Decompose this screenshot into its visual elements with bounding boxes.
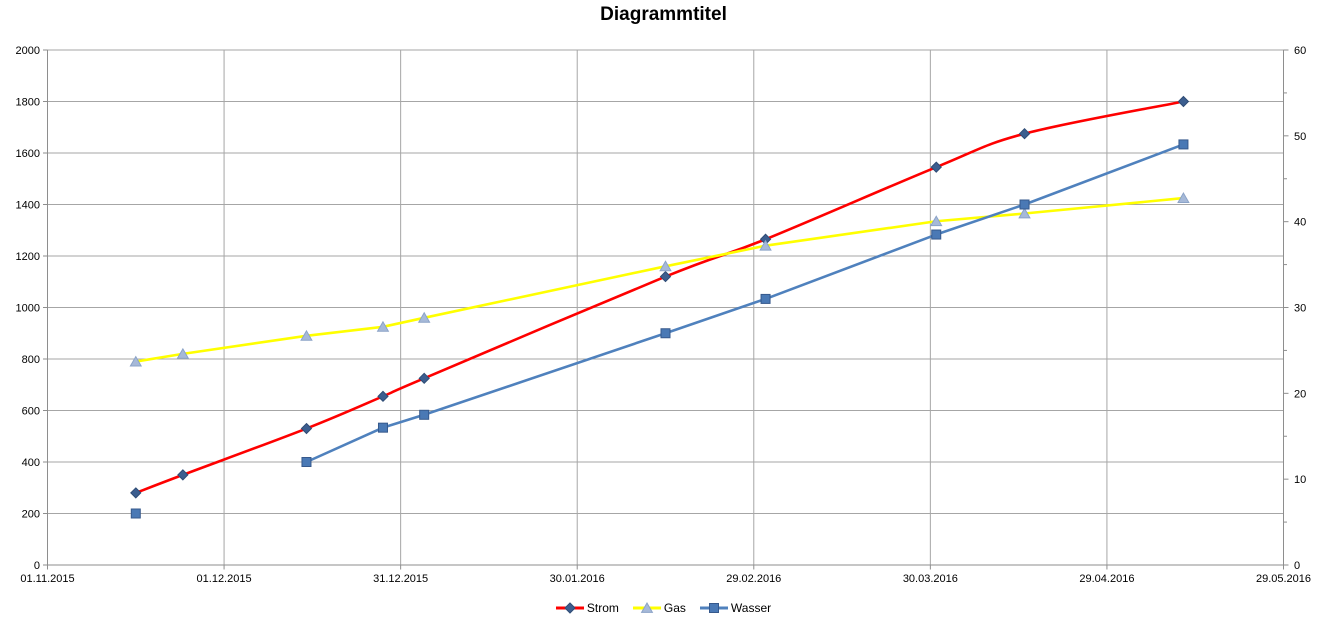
legend-item-gas[interactable]: Gas: [632, 601, 686, 615]
data-point-marker: [564, 602, 576, 614]
legend-item-strom[interactable]: Strom: [555, 601, 619, 615]
data-point-marker: [929, 215, 943, 227]
strom-line-diamond-icon: [555, 602, 584, 614]
right-axis-tick-label: 20: [1294, 388, 1306, 400]
axes: 0 200 400 600 800 1000 1200 1400 1600 1800 2000 0 10…: [16, 45, 1312, 585]
left-axis-tick-label: 600: [22, 406, 40, 418]
right-axis-tick-label: 60: [1294, 45, 1306, 57]
data-point-marker: [376, 320, 390, 332]
left-axis-tick-label: 1400: [16, 200, 40, 212]
x-axis-tick-label: 30.01.2016: [550, 573, 605, 585]
legend-label: Wasser: [730, 601, 772, 615]
data-point-marker: [759, 239, 772, 251]
data-point-marker: [660, 328, 671, 339]
data-point-marker: [760, 293, 771, 304]
data-point-marker: [708, 603, 719, 613]
gas-line-triangle-icon: [632, 602, 661, 613]
data-point-marker: [640, 602, 654, 613]
series-strom: [130, 95, 1190, 499]
data-point-marker: [659, 270, 672, 283]
legend: Strom Gas Wasser: [0, 601, 1327, 615]
data-point-marker: [1018, 207, 1031, 219]
data-point-marker: [301, 457, 312, 467]
left-axis-tick-label: 2000: [16, 45, 40, 57]
data-point-marker: [377, 422, 388, 433]
x-axis-tick-label: 29.04.2016: [1079, 573, 1134, 585]
wasser-line-square-icon: [699, 603, 728, 613]
data-point-marker: [1018, 127, 1031, 140]
series-line: [305, 143, 1185, 464]
left-axis-tick-label: 200: [22, 509, 40, 521]
data-point-marker: [130, 508, 141, 519]
right-axis-tick-label: 0: [1294, 560, 1300, 572]
left-axis-tick-label: 0: [34, 560, 40, 572]
right-axis-tick-label: 30: [1294, 303, 1306, 315]
series-wasser: [130, 139, 1189, 519]
data-point-marker: [1177, 95, 1190, 108]
data-point-marker: [417, 311, 431, 323]
x-axis-tick-label: 29.05.2016: [1256, 573, 1311, 585]
x-axis-tick-label: 01.11.2015: [20, 573, 74, 585]
data-point-marker: [300, 329, 313, 341]
right-axis-tick-label: 50: [1294, 131, 1306, 143]
data-point-marker: [1019, 199, 1030, 210]
x-axis-tick-label: 29.02.2016: [726, 573, 781, 585]
left-axis-tick-label: 400: [22, 457, 40, 469]
data-point-marker: [300, 422, 313, 435]
legend-item-wasser[interactable]: Wasser: [699, 601, 772, 615]
data-point-marker: [176, 347, 190, 359]
legend-label: Strom: [586, 601, 619, 615]
legend-label: Gas: [663, 601, 686, 615]
data-point-marker: [177, 469, 189, 481]
data-point-marker: [1178, 139, 1189, 150]
data-point-marker: [1177, 192, 1190, 203]
left-axis-tick-label: 1800: [16, 97, 40, 109]
left-axis-tick-label: 1200: [16, 251, 40, 263]
left-axis-tick-label: 1000: [16, 303, 40, 315]
series-line: [134, 100, 1185, 495]
left-axis-tick-label: 1600: [16, 148, 40, 160]
x-axis-tick-label: 01.12.2015: [197, 573, 252, 585]
left-axis-tick-label: 800: [22, 354, 40, 366]
series-line: [134, 196, 1185, 363]
x-axis-tick-label: 31.12.2015: [373, 573, 428, 585]
data-point-marker: [931, 229, 942, 240]
data-point-marker: [418, 372, 430, 385]
right-axis-tick-label: 10: [1294, 474, 1306, 486]
gridlines: [47, 49, 1284, 566]
data-point-marker: [377, 390, 389, 403]
right-axis-tick-label: 40: [1294, 217, 1306, 229]
data-point-marker: [419, 409, 430, 420]
data-point-marker: [659, 260, 672, 272]
series-gas: [129, 192, 1190, 367]
chart-title: Diagrammtitel: [600, 4, 727, 25]
data-point-marker: [129, 355, 143, 367]
x-axis-tick-label: 30.03.2016: [903, 573, 958, 585]
data-point-marker: [130, 487, 142, 499]
data-point-marker: [930, 161, 942, 173]
